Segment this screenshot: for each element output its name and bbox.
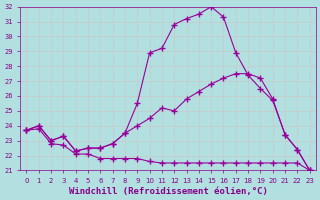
X-axis label: Windchill (Refroidissement éolien,°C): Windchill (Refroidissement éolien,°C) — [68, 187, 268, 196]
